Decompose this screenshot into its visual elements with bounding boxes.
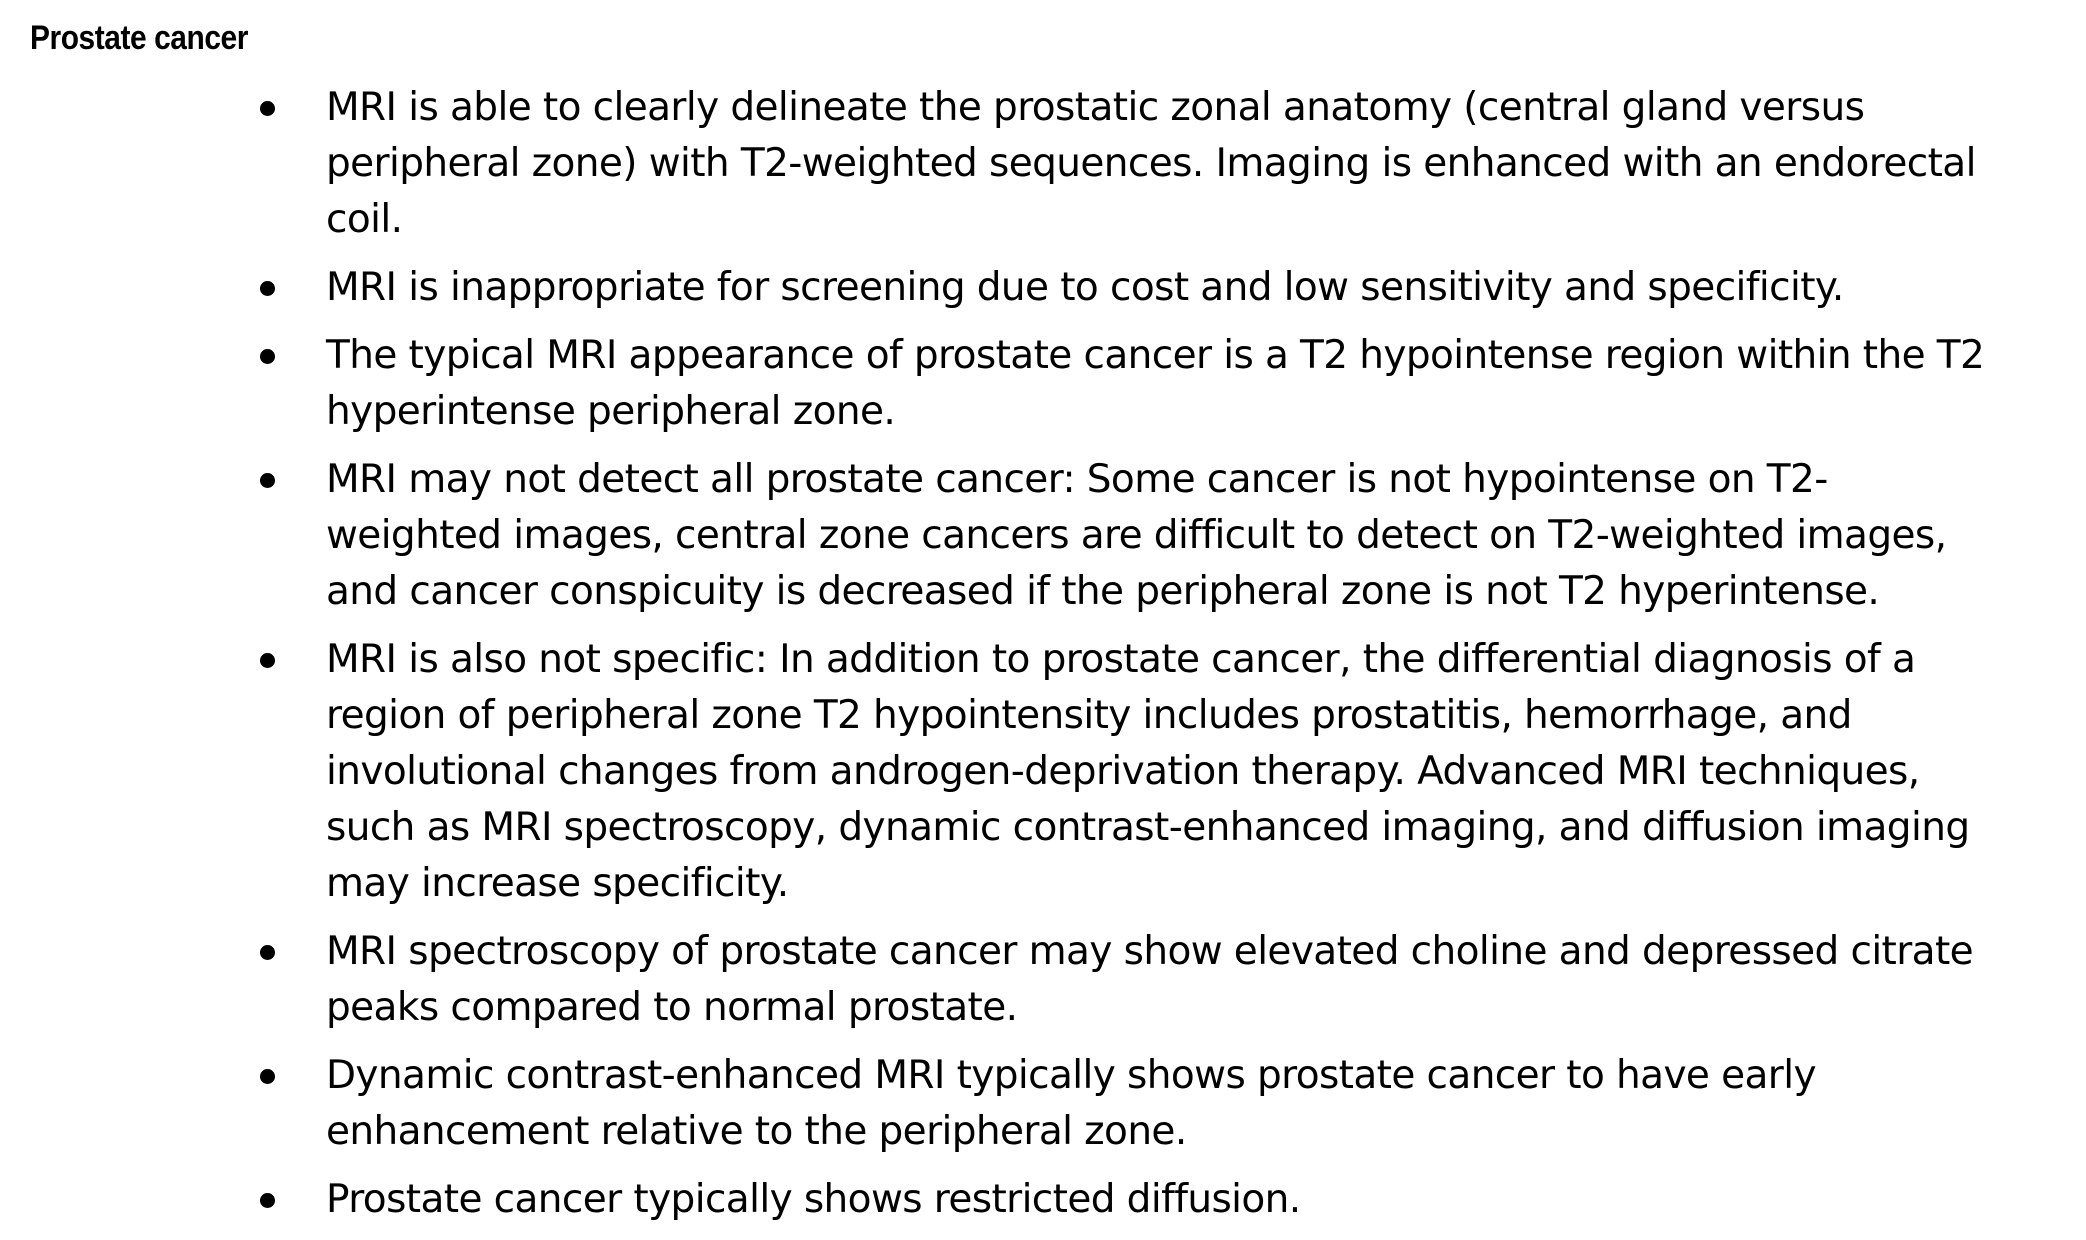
- bullet-icon: [260, 101, 275, 116]
- bullet-icon: [260, 281, 275, 296]
- bullet-icon: [260, 945, 275, 960]
- bullet-list: MRI is able to clearly delineate the pro…: [0, 80, 2086, 1240]
- bullet-text: MRI may not detect all prostate cancer: …: [326, 457, 1947, 614]
- bullet-text: Dynamic contrast-enhanced MRI typically …: [326, 1053, 1817, 1154]
- bullet-text: MRI spectroscopy of prostate cancer may …: [326, 929, 1974, 1030]
- bullet-icon: [260, 1069, 275, 1084]
- bullet-item: Prostate cancer typically shows restrict…: [0, 1172, 1996, 1228]
- section-heading: Prostate cancer: [30, 19, 248, 57]
- bullet-icon: [260, 473, 275, 488]
- bullet-text: MRI is inappropriate for screening due t…: [326, 265, 1844, 310]
- bullet-text: MRI is able to clearly delineate the pro…: [326, 85, 1976, 242]
- bullet-item: MRI is also not specific: In addition to…: [0, 632, 1996, 912]
- bullet-item: MRI is inappropriate for screening due t…: [0, 260, 1996, 316]
- bullet-item: MRI may not detect all prostate cancer: …: [0, 452, 1996, 620]
- bullet-item: Dynamic contrast-enhanced MRI typically …: [0, 1048, 1996, 1160]
- bullet-item: MRI spectroscopy of prostate cancer may …: [0, 924, 1996, 1036]
- bullet-text: MRI is also not specific: In addition to…: [326, 637, 1970, 906]
- bullet-text: Prostate cancer typically shows restrict…: [326, 1177, 1301, 1222]
- bullet-item: The typical MRI appearance of prostate c…: [0, 328, 1996, 440]
- bullet-icon: [260, 1193, 275, 1208]
- document-page: Prostate cancer MRI is able to clearly d…: [30, 19, 1985, 1222]
- bullet-item: MRI is able to clearly delineate the pro…: [0, 80, 1996, 248]
- bullet-icon: [260, 653, 275, 668]
- bullet-icon: [260, 349, 275, 364]
- bullet-text: The typical MRI appearance of prostate c…: [326, 333, 1985, 434]
